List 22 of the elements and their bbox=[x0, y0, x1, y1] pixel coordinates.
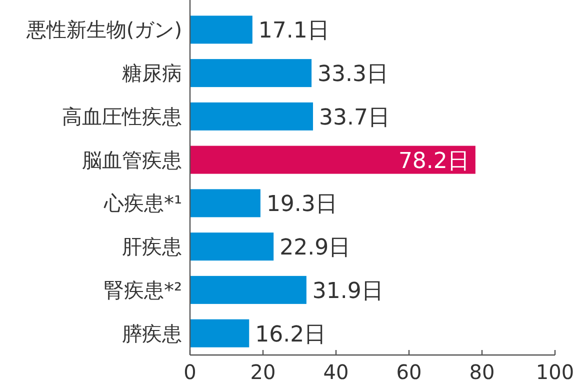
data-label: 78.2日 bbox=[398, 148, 470, 174]
data-label: 16.2日 bbox=[255, 322, 326, 348]
y-tick-label: 腎疾患*² bbox=[104, 278, 182, 302]
y-tick-label: 心疾患*¹ bbox=[102, 191, 182, 216]
x-tick-label: 60 bbox=[396, 360, 422, 384]
data-label: 33.7日 bbox=[319, 105, 390, 130]
x-tick-label: 80 bbox=[469, 360, 495, 384]
data-label: 33.3日 bbox=[318, 62, 389, 88]
x-tick-label: 0 bbox=[184, 360, 196, 384]
y-tick-label: 悪性新生物(ガン) bbox=[25, 18, 182, 42]
y-tick-label: 肝疾患 bbox=[122, 234, 182, 259]
y-tick-label: 脳血管疾患 bbox=[82, 148, 182, 172]
data-label: 22.9日 bbox=[280, 236, 351, 261]
y-tick-label: 膵疾患 bbox=[122, 321, 182, 346]
x-tick-label: 20 bbox=[250, 360, 276, 384]
data-label: 31.9日 bbox=[312, 278, 384, 304]
x-tick-label: 100 bbox=[536, 360, 574, 384]
y-tick-label: 高血圧性疾患 bbox=[62, 104, 182, 128]
data-label: 17.1日 bbox=[258, 18, 330, 44]
y-tick-label: 糖尿病 bbox=[122, 61, 182, 86]
data-label: 19.3日 bbox=[266, 192, 338, 218]
x-tick-label: 40 bbox=[323, 360, 349, 384]
